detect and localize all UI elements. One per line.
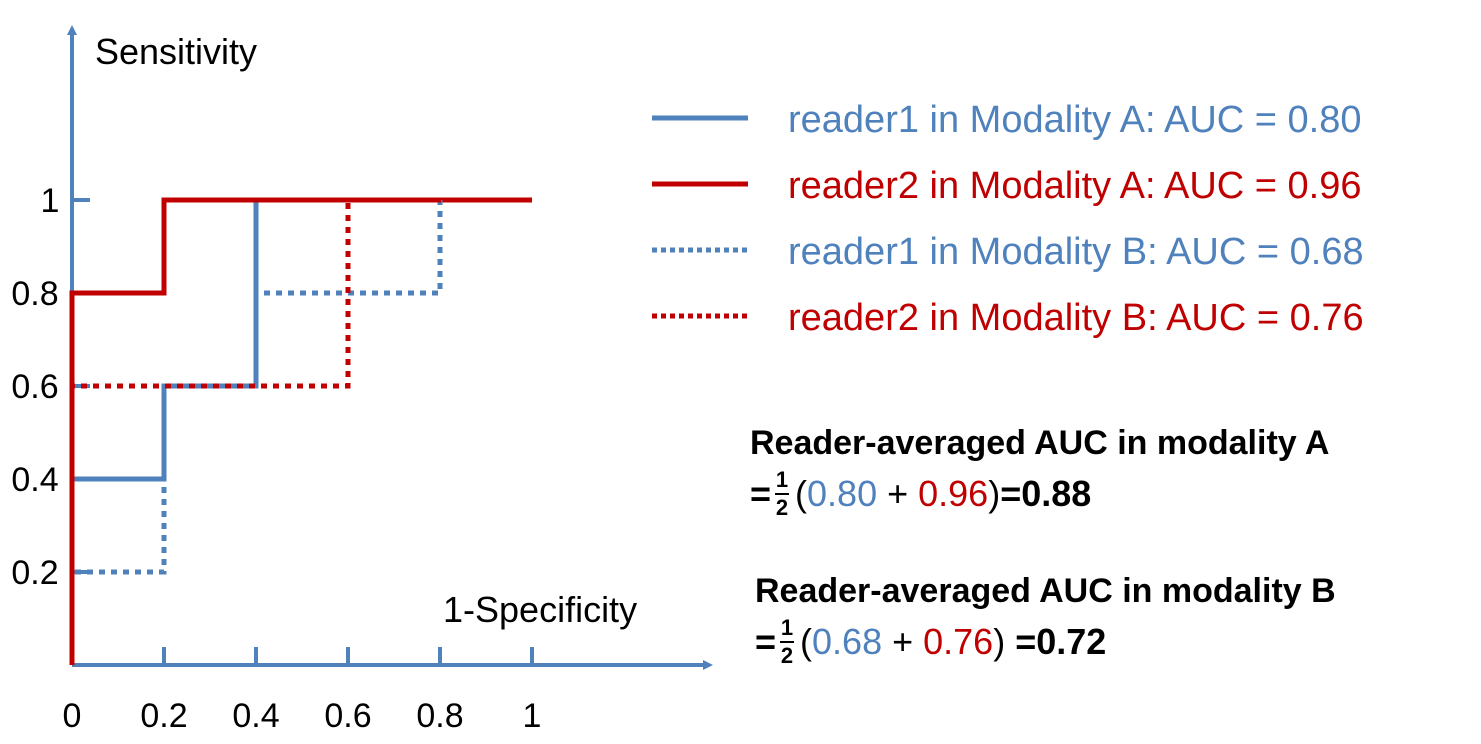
x-tick-label: 0.4 — [232, 697, 279, 735]
x-tick-label: 0.8 — [416, 697, 463, 735]
numerator: 1 — [780, 615, 794, 640]
x-tick-label: 0.2 — [140, 697, 187, 735]
series-group — [69, 197, 532, 665]
y-axis-label: Sensitivity — [95, 31, 257, 72]
series-line-2 — [69, 197, 532, 665]
x-tick-label: 1 — [523, 697, 542, 735]
y-tick-label: 0.6 — [11, 368, 58, 406]
x-tick-label: 0.6 — [324, 697, 371, 735]
denominator: 2 — [780, 643, 794, 668]
series-line-3 — [69, 197, 532, 665]
formula-b-result: =0.72 — [1015, 621, 1107, 662]
series-line-4 — [69, 197, 532, 665]
formula-b-equals: = — [755, 621, 777, 662]
x-tick-label: 0 — [63, 697, 82, 735]
paren-close: ) — [988, 473, 1001, 514]
numerator: 1 — [775, 467, 789, 492]
y-tick-label: 0.4 — [11, 461, 58, 499]
formula-a-value-reader2: 0.96 — [918, 473, 989, 514]
denominator: 2 — [775, 495, 789, 520]
x-axis-label: 1-Specificity — [443, 589, 637, 630]
paren-close: ) — [993, 621, 1016, 662]
legend-label-2: reader2 in Modality A: AUC = 0.96 — [788, 165, 1362, 207]
formula-a-result: =0.88 — [1000, 473, 1092, 514]
legend-label-4: reader2 in Modality B: AUC = 0.76 — [788, 297, 1364, 339]
plus: + — [877, 473, 919, 514]
formula-a-equals: = — [750, 473, 772, 514]
legend: reader1 in Modality A: AUC = 0.80 reader2… — [652, 99, 1364, 339]
formula-b-value-reader1: 0.68 — [812, 621, 883, 662]
plus: + — [882, 621, 924, 662]
y-tick-label: 0.8 — [11, 275, 58, 313]
y-tick-label: 0.2 — [11, 554, 58, 592]
paren-open: ( — [800, 621, 813, 662]
formula-b-title: Reader-averaged AUC in modality B — [755, 572, 1336, 610]
legend-label-1: reader1 in Modality A: AUC = 0.80 — [788, 99, 1362, 141]
formula-a-title: Reader-averaged AUC in modality A — [750, 424, 1330, 462]
legend-label-3: reader1 in Modality B: AUC = 0.68 — [788, 231, 1364, 273]
paren-open: ( — [795, 473, 808, 514]
y-tick-label: 1 — [41, 182, 60, 220]
formula-b-value-reader2: 0.76 — [923, 621, 994, 662]
formula-a-value-reader1: 0.80 — [807, 473, 878, 514]
